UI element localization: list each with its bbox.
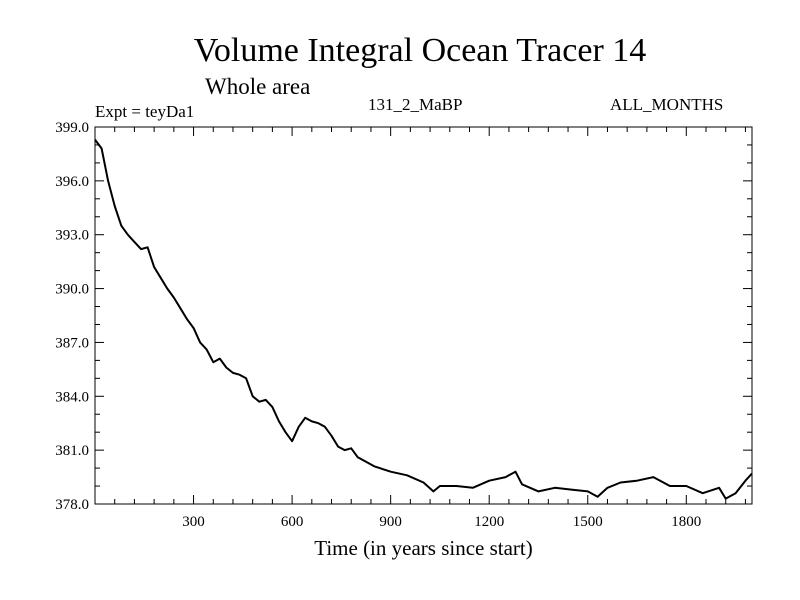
x-tick-label: 300 bbox=[182, 514, 205, 530]
x-tick-label: 1200 bbox=[474, 514, 504, 530]
series-line bbox=[94, 139, 753, 500]
x-axis-label: Time (in years since start) bbox=[314, 536, 533, 560]
y-tick-label: 387.0 bbox=[55, 335, 89, 351]
experiment-label: Expt = teyDa1 bbox=[95, 102, 195, 121]
x-tick-label: 1500 bbox=[573, 514, 603, 530]
y-tick-label: 390.0 bbox=[55, 282, 89, 298]
y-tick-label: 393.0 bbox=[55, 228, 89, 244]
y-tick-label: 384.0 bbox=[55, 389, 89, 405]
y-tick-label: 396.0 bbox=[55, 174, 89, 190]
chart-title: Volume Integral Ocean Tracer 14 bbox=[193, 32, 647, 69]
x-tick-label: 600 bbox=[281, 514, 304, 530]
x-tick-label: 900 bbox=[379, 514, 402, 530]
x-tick-label: 1800 bbox=[671, 514, 701, 530]
y-axis: 378.0 381.0 384.0 387.0 390.0 393.0 396.0 399.0 bbox=[55, 120, 752, 513]
y-tick-label: 378.0 bbox=[55, 497, 89, 513]
months-label: ALL_MONTHS bbox=[610, 95, 724, 114]
y-tick-label: 399.0 bbox=[55, 120, 89, 136]
plot-frame bbox=[94, 126, 753, 505]
period-label: 131_2_MaBP bbox=[368, 95, 463, 114]
series-layer bbox=[94, 139, 753, 500]
y-tick-label: 381.0 bbox=[55, 443, 89, 459]
chart-subtitle: Whole area bbox=[205, 74, 311, 99]
x-axis: 300 600 900 1200 1500 1800 bbox=[114, 127, 746, 530]
